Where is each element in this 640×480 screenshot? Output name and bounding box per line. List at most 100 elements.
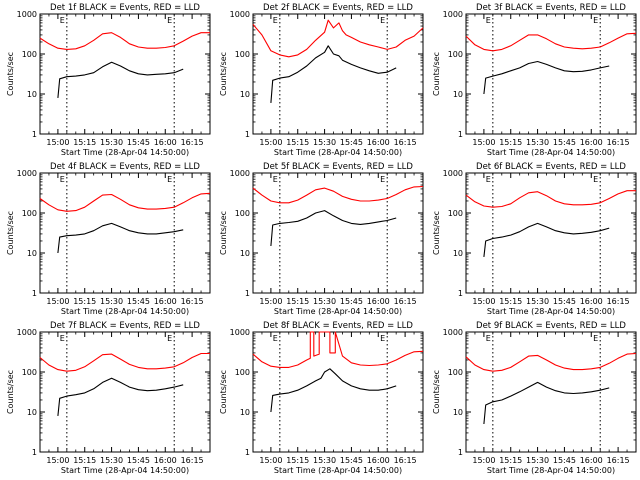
x-axis-label: Start Time (28-Apr-04 14:50:00)	[274, 466, 402, 475]
y-tick-label: 1000	[443, 10, 463, 19]
x-tick-label: 16:00	[367, 456, 390, 465]
series-line-red	[252, 185, 424, 204]
series-line-red	[39, 352, 210, 372]
plot-frame	[465, 331, 637, 453]
panel-title: Det 7f BLACK = Events, RED = LLD	[50, 321, 200, 331]
plot-frame	[465, 172, 637, 294]
y-tick-label: 10	[453, 90, 463, 99]
detector-panel-9: Det 9f BLACK = Events, RED = LLD 1 10 100 10…	[432, 321, 637, 475]
event-marker-label: E	[273, 16, 278, 25]
x-tick-label: 16:15	[607, 138, 630, 147]
y-tick-label: 10	[240, 249, 250, 258]
x-tick-label: 16:15	[607, 456, 630, 465]
series-line-black	[483, 222, 610, 257]
series-line-black	[57, 222, 184, 254]
event-marker-label: E	[60, 16, 65, 25]
panel-title: Det 1f BLACK = Events, RED = LLD	[50, 3, 200, 13]
x-tick-label: 15:30	[100, 456, 123, 465]
y-tick-label: 1000	[17, 10, 37, 19]
x-tick-label: 15:15	[286, 456, 309, 465]
panel-title: Det 3f BLACK = Events, RED = LLD	[476, 3, 626, 13]
y-tick-label: 10	[27, 249, 37, 258]
y-tick-label: 1	[458, 448, 463, 457]
x-tick-label: 16:00	[367, 138, 390, 147]
detector-panel-8: Det 8f BLACK = Events, RED = LLD 1 10 100 10…	[219, 321, 424, 475]
x-axis-label: Start Time (28-Apr-04 14:50:00)	[61, 466, 189, 475]
y-tick-label: 1000	[230, 328, 250, 337]
x-axis-label: Start Time (28-Apr-04 14:50:00)	[487, 148, 615, 157]
y-tick-label: 1	[245, 289, 250, 298]
x-tick-label: 16:00	[154, 297, 177, 306]
x-tick-label: 15:45	[127, 138, 150, 147]
y-axis-label: Counts/sec	[432, 370, 441, 414]
y-tick-label: 100	[235, 50, 250, 59]
series-line-red	[465, 352, 637, 372]
y-tick-label: 1	[245, 448, 250, 457]
y-tick-label: 1000	[17, 328, 37, 337]
detector-panel-5: Det 5f BLACK = Events, RED = LLD 1 10 100 10…	[219, 162, 424, 316]
x-tick-label: 16:15	[394, 456, 417, 465]
y-tick-label: 1	[32, 448, 37, 457]
y-axis-label: Counts/sec	[219, 211, 228, 255]
x-tick-label: 15:30	[100, 138, 123, 147]
y-tick-label: 100	[448, 209, 463, 218]
y-tick-label: 10	[27, 408, 37, 417]
panel-title: Det 8f BLACK = Events, RED = LLD	[263, 321, 413, 331]
y-tick-label: 1	[32, 130, 37, 139]
x-tick-label: 16:00	[580, 138, 603, 147]
x-tick-label: 16:00	[367, 297, 390, 306]
x-tick-label: 15:15	[73, 297, 96, 306]
x-tick-label: 15:00	[46, 297, 69, 306]
x-tick-label: 15:45	[553, 138, 576, 147]
x-tick-label: 15:00	[46, 456, 69, 465]
series-line-red	[465, 190, 636, 208]
x-tick-label: 15:45	[127, 297, 150, 306]
series-line-black	[483, 60, 610, 95]
series-line-red	[252, 331, 424, 368]
x-tick-label: 15:30	[526, 456, 549, 465]
x-tick-label: 15:15	[286, 297, 309, 306]
plot-frame	[39, 331, 211, 453]
y-tick-label: 10	[453, 249, 463, 258]
y-tick-label: 1000	[230, 10, 250, 19]
y-axis-label: Counts/sec	[219, 52, 228, 96]
series-line-red	[39, 32, 210, 50]
event-marker-label: E	[380, 175, 385, 184]
y-tick-label: 1	[32, 289, 37, 298]
x-tick-label: 15:45	[553, 456, 576, 465]
y-tick-label: 100	[235, 368, 250, 377]
x-tick-label: 15:45	[127, 456, 150, 465]
event-marker-label: E	[486, 16, 491, 25]
x-tick-label: 15:00	[46, 138, 69, 147]
event-marker-label: E	[60, 175, 65, 184]
series-line-red	[465, 32, 637, 52]
event-marker-label: E	[167, 175, 172, 184]
x-tick-label: 16:00	[154, 456, 177, 465]
y-axis-label: Counts/sec	[219, 370, 228, 414]
x-tick-label: 15:30	[313, 456, 336, 465]
x-tick-label: 15:30	[313, 297, 336, 306]
y-axis-label: Counts/sec	[432, 211, 441, 255]
x-tick-label: 16:15	[181, 456, 204, 465]
panel-title: Det 9f BLACK = Events, RED = LLD	[476, 321, 626, 331]
x-tick-label: 16:15	[181, 297, 204, 306]
x-tick-label: 16:00	[580, 297, 603, 306]
x-tick-label: 15:00	[472, 297, 495, 306]
event-marker-label: E	[273, 175, 278, 184]
event-marker-label: E	[60, 334, 65, 343]
x-tick-label: 15:15	[73, 138, 96, 147]
x-tick-label: 15:45	[340, 138, 363, 147]
plot-frame	[252, 13, 424, 135]
series-line-red	[39, 192, 211, 212]
detector-panel-1: Det 1f BLACK = Events, RED = LLD 1 10 100 10…	[6, 3, 211, 157]
y-tick-label: 10	[240, 90, 250, 99]
y-tick-label: 10	[453, 408, 463, 417]
panel-title: Det 5f BLACK = Events, RED = LLD	[263, 162, 413, 172]
plot-frame	[252, 331, 424, 453]
detector-panel-3: Det 3f BLACK = Events, RED = LLD 1 10 100 10…	[432, 3, 637, 157]
event-marker-label: E	[486, 334, 491, 343]
event-marker-label: E	[593, 334, 598, 343]
x-tick-label: 16:15	[607, 297, 630, 306]
y-tick-label: 100	[235, 209, 250, 218]
x-axis-label: Start Time (28-Apr-04 14:50:00)	[61, 307, 189, 316]
